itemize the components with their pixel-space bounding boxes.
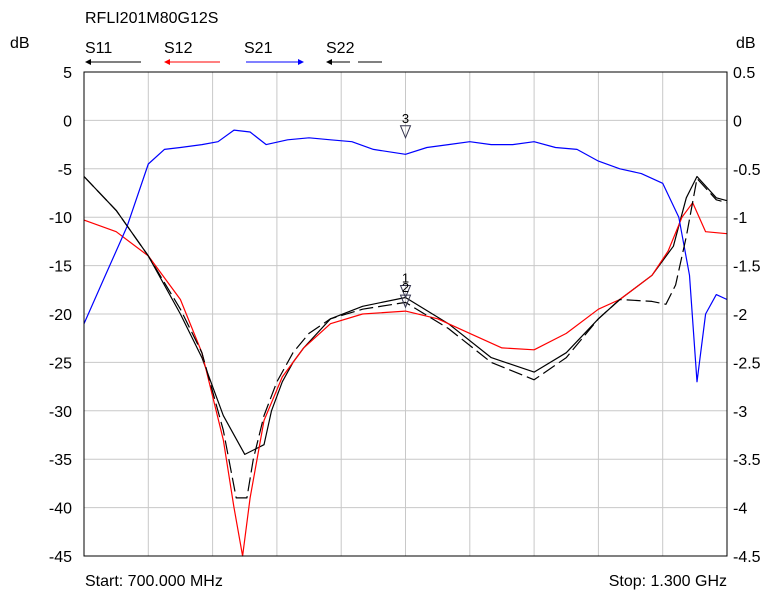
right-tick-label: -0.5 (733, 162, 761, 179)
marker-1-triangle (399, 284, 412, 299)
right-tick-label: -1 (733, 210, 747, 227)
right-axis-unit: dB (736, 35, 756, 52)
marker-2-triangle (399, 294, 412, 309)
left-tick-label: -35 (49, 452, 72, 469)
right-tick-label: -3 (733, 404, 747, 421)
start-frequency-label: Start: 700.000 MHz (85, 573, 223, 590)
left-tick-label: 0 (63, 113, 72, 130)
right-tick-label: -4 (733, 501, 747, 518)
left-tick-label: -45 (49, 549, 72, 566)
right-tick-label: -1.5 (733, 259, 761, 276)
left-tick-label: -40 (49, 501, 72, 518)
right-tick-labels: 0.5 0 -0.5 -1 -1.5 -2 -2.5 -3 -3.5 -4 -4.5 (733, 65, 761, 566)
series-line-s22 (83, 176, 728, 499)
right-tick-label: 0 (733, 113, 742, 130)
stop-frequency-label: Stop: 1.300 GHz (609, 573, 727, 590)
grid (84, 72, 727, 556)
legend-label-s22: S22 (326, 40, 355, 57)
marker-1-label: 1 (402, 270, 409, 285)
left-tick-label: -15 (49, 259, 72, 276)
legend-arrow-left (164, 59, 170, 65)
left-tick-label: -25 (49, 355, 72, 372)
left-tick-label: 5 (63, 65, 72, 82)
legend: S11 S12 S21 S22 (85, 40, 382, 65)
legend-label-s12: S12 (164, 40, 193, 57)
series-lines (83, 129, 728, 557)
plot-frame (83, 71, 728, 557)
marker-2-label: 2 (402, 280, 409, 295)
marker-3-label: 3 (402, 111, 409, 126)
legend-label-s21: S21 (244, 40, 273, 57)
left-tick-label: -30 (49, 404, 72, 421)
chart-title: RFLI201M80G12S (85, 10, 218, 27)
left-tick-labels: 5 0 -5 -10 -15 -20 -25 -30 -35 -40 -45 (49, 65, 72, 566)
right-tick-label: -3.5 (733, 452, 761, 469)
left-axis-unit: dB (10, 35, 30, 52)
legend-label-s11: S11 (85, 40, 112, 57)
right-tick-label: -2 (733, 307, 747, 324)
legend-arrow-right (298, 59, 304, 65)
left-tick-label: -10 (49, 210, 72, 227)
markers: 3 12 (399, 111, 412, 309)
right-tick-label: -2.5 (733, 355, 761, 372)
right-tick-label: 0.5 (733, 65, 755, 82)
left-tick-label: -5 (58, 162, 72, 179)
series-line-s21 (83, 129, 728, 383)
right-tick-label: -4.5 (733, 549, 761, 566)
series-line-s12 (83, 202, 728, 557)
left-tick-label: -20 (49, 307, 72, 324)
legend-arrow-left (85, 59, 91, 65)
legend-arrow-left (326, 59, 332, 65)
marker-3-triangle (399, 125, 412, 140)
